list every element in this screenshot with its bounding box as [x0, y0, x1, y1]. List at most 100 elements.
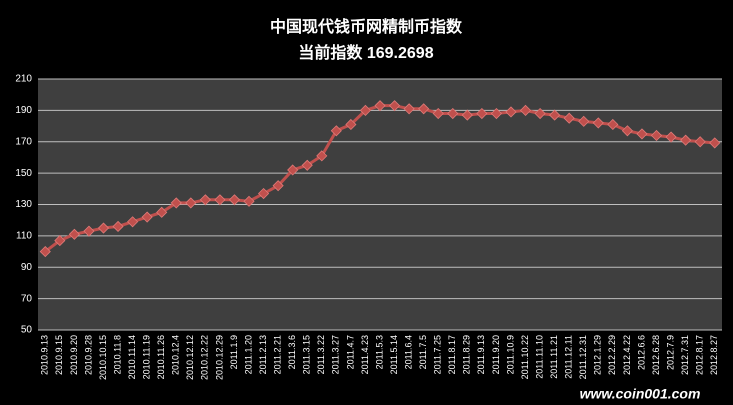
x-tick-label: 2011.1.9	[229, 335, 239, 369]
point-marker	[54, 235, 66, 247]
x-tick-label: 2010.9.28	[83, 335, 93, 375]
x-tick-label: 2011.10.22	[520, 335, 530, 379]
point-marker	[156, 206, 168, 218]
x-tick-label: 2011.5.3	[374, 335, 384, 369]
point-marker	[650, 129, 663, 142]
x-tick-label: 2010.12.22	[200, 335, 210, 380]
x-tick-label: 2010.12.12	[185, 335, 195, 380]
x-tick-label: 2011.4.23	[360, 335, 370, 374]
y-tick-label: 150	[15, 168, 32, 179]
x-tick-label: 2011.4.7	[345, 335, 355, 369]
point-marker	[636, 128, 648, 140]
x-tick-label: 2011.7.25	[433, 335, 443, 374]
point-marker	[127, 216, 139, 228]
point-marker	[112, 220, 124, 233]
x-tick-label: 2011.10.9	[505, 335, 515, 374]
x-tick-label: 2010.11.8	[112, 335, 122, 374]
x-tick-label: 2011.12.31	[578, 335, 588, 379]
x-tick-label: 2012.4.22	[622, 335, 632, 375]
point-marker	[97, 222, 110, 234]
point-marker	[549, 109, 561, 121]
x-tick-label: 2012.2.29	[607, 335, 617, 375]
point-marker	[68, 228, 80, 240]
x-tick-label: 2011.11.21	[549, 335, 559, 379]
point-marker	[287, 164, 299, 176]
point-marker	[141, 211, 153, 223]
x-tick-label: 2012.1.29	[593, 335, 603, 375]
point-marker	[228, 194, 241, 206]
point-marker	[316, 150, 328, 162]
x-tick-label: 2010.11.14	[127, 335, 137, 379]
y-tick-label: 90	[21, 262, 33, 273]
point-marker	[476, 107, 488, 120]
y-tick-label: 190	[15, 105, 32, 116]
watermark: www.coin001.com	[580, 386, 701, 402]
x-tick-label: 2010.11.26	[156, 335, 166, 379]
x-tick-label: 2010.9.13	[40, 335, 50, 375]
point-marker	[418, 103, 430, 115]
y-tick-label: 170	[15, 136, 32, 147]
x-tick-label: 2011.12.11	[564, 335, 574, 379]
x-tick-label: 2010.12.29	[214, 335, 224, 380]
point-marker	[534, 107, 546, 120]
point-marker	[709, 137, 721, 149]
point-marker	[505, 106, 517, 118]
x-tick-label: 2011.3.27	[331, 335, 341, 374]
x-tick-label: 2010.9.15	[54, 335, 64, 375]
x-tick-label: 2010.12.4	[171, 335, 181, 375]
x-tick-label: 2012.6.6	[636, 335, 646, 370]
point-marker	[185, 197, 197, 209]
point-marker	[432, 107, 444, 120]
point-marker	[243, 195, 255, 207]
point-marker	[170, 197, 182, 209]
x-tick-label: 2011.3.6	[287, 335, 297, 369]
x-tick-label: 2012.8.27	[709, 335, 719, 375]
x-tick-label: 2011.5.14	[389, 335, 399, 374]
point-marker	[83, 225, 95, 237]
point-marker	[403, 103, 415, 115]
y-tick-label: 130	[15, 199, 32, 210]
point-marker	[374, 100, 386, 112]
x-tick-label: 2012.6.28	[651, 335, 661, 375]
point-marker	[490, 107, 502, 120]
point-marker	[592, 117, 604, 129]
point-marker	[680, 134, 692, 146]
x-tick-label: 2011.7.5	[418, 335, 428, 369]
point-marker	[330, 125, 342, 137]
x-tick-label: 2011.1.20	[243, 335, 253, 374]
point-marker	[345, 118, 357, 131]
x-tick-label: 2011.2.21	[273, 335, 283, 374]
y-tick-label: 50	[21, 325, 33, 336]
x-tick-label: 2012.7.9	[665, 335, 675, 370]
point-marker	[607, 118, 619, 131]
x-tick-label: 2011.6.4	[403, 335, 413, 369]
point-marker	[272, 180, 284, 192]
point-marker	[214, 194, 226, 206]
x-tick-label: 2011.8.17	[447, 335, 457, 374]
point-marker	[388, 100, 401, 112]
y-tick-label: 110	[16, 231, 32, 242]
point-marker	[199, 194, 211, 206]
chart-title: 中国现代钱币网精制币指数	[270, 17, 463, 36]
y-tick-label: 210	[15, 74, 32, 85]
y-tick-label: 70	[21, 293, 33, 304]
x-tick-label: 2010.11.19	[142, 335, 152, 379]
point-marker	[665, 131, 677, 143]
point-marker	[359, 104, 372, 116]
point-marker	[447, 107, 459, 120]
x-tick-label: 2011.2.13	[258, 335, 268, 374]
point-marker	[258, 187, 270, 200]
point-marker	[39, 245, 51, 258]
x-tick-label: 2011.9.20	[491, 335, 501, 374]
x-tick-label: 2011.3.15	[302, 335, 312, 374]
point-marker	[461, 109, 473, 121]
point-marker	[301, 159, 313, 171]
x-tick-label: 2012.8.17	[695, 335, 705, 375]
point-marker	[519, 104, 532, 116]
chart-subtitle: 当前指数 169.2698	[298, 43, 433, 62]
x-tick-label: 2011.3.22	[316, 335, 326, 374]
x-tick-label: 2011.11.10	[534, 335, 544, 379]
point-marker	[694, 136, 706, 148]
x-tick-label: 2011.8.29	[462, 335, 472, 374]
